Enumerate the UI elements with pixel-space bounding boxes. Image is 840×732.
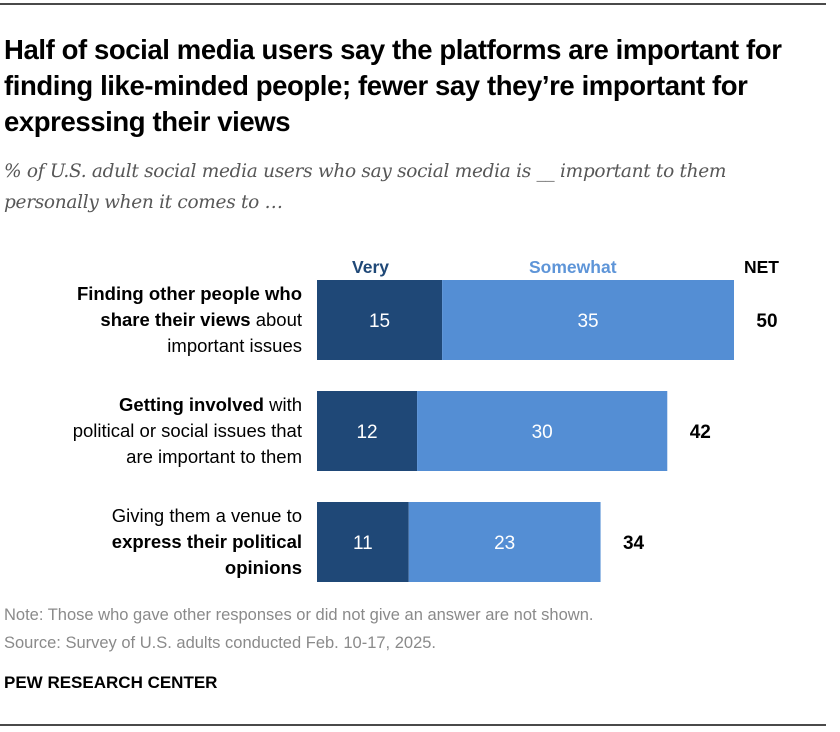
legend-net: NET <box>744 257 779 277</box>
bar-value-label: 23 <box>494 533 515 554</box>
bar-somewhat <box>408 502 601 582</box>
bar-value-label: 11 <box>353 533 373 554</box>
top-rule <box>0 3 826 5</box>
bar-somewhat <box>442 280 734 360</box>
chart-title: Half of social media users say the platf… <box>4 34 782 137</box>
legend-very: Very <box>352 257 389 277</box>
net-value-label: 34 <box>623 533 645 554</box>
bar-value-label: 12 <box>356 422 377 443</box>
bottom-rule <box>0 724 826 726</box>
category-label-part: Giving them a venue to <box>111 505 302 526</box>
bar-value-label: 30 <box>532 422 553 443</box>
category-label-part: with <box>263 394 302 415</box>
category-label: Giving them a venue to express their poli… <box>2 503 302 581</box>
bar-very <box>317 280 443 360</box>
category-label: Finding other people who share their view… <box>2 281 302 359</box>
net-value-label: 42 <box>690 422 711 443</box>
category-label-part: political or social issues that <box>72 420 302 441</box>
footer-note: Note: Those who gave other responses or … <box>4 606 594 624</box>
category-label-part: Finding other people who <box>76 283 302 304</box>
category-label-part: about <box>250 309 302 330</box>
category-label-part: are important to them <box>126 446 302 467</box>
category-label-part: Getting involved <box>119 394 264 415</box>
bar-very <box>317 502 409 582</box>
category-label-part: express their political <box>111 531 302 552</box>
brand-logo-text: PEW RESEARCH CENTER <box>4 673 218 692</box>
legend-somewhat: Somewhat <box>529 257 617 277</box>
category-label-part: important issues <box>167 335 302 356</box>
chart-subtitle: % of U.S. adult social media users who s… <box>4 161 727 213</box>
bar-very <box>317 391 418 471</box>
bar-somewhat <box>417 391 668 471</box>
bar-value-label: 35 <box>577 311 598 332</box>
category-label-part: opinions <box>224 557 302 578</box>
bar-value-label: 15 <box>369 311 390 332</box>
category-label-part: share their views <box>100 309 251 330</box>
footer-source: Source: Survey of U.S. adults conducted … <box>4 634 437 652</box>
net-value-label: 50 <box>756 311 777 332</box>
category-label: Getting involved with political or social… <box>2 392 302 470</box>
